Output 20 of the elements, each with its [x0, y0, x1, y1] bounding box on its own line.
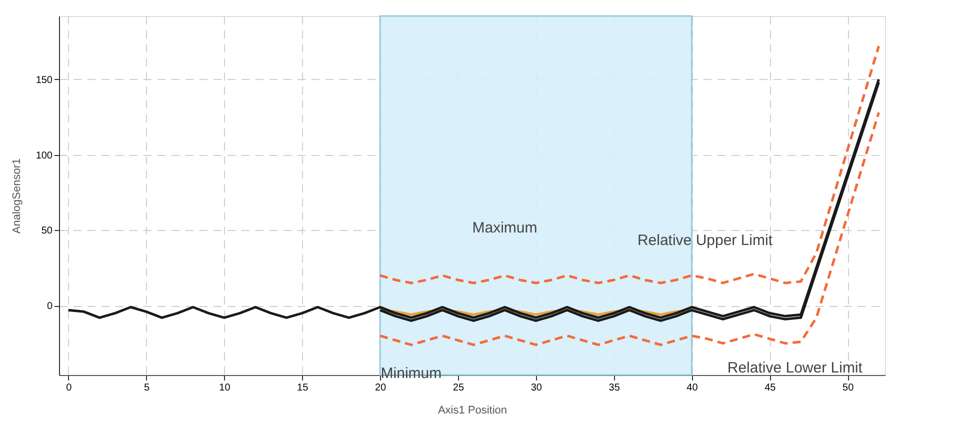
x-tick-label: 5	[144, 382, 150, 394]
x-tick-label: 20	[374, 382, 387, 394]
x-tick-label: 45	[764, 382, 776, 394]
x-tick-label: 25	[452, 382, 464, 394]
annotation: Maximum	[472, 219, 538, 236]
y-tick-label: 50	[41, 226, 53, 237]
y-tick-label: 150	[36, 74, 53, 86]
y-axis-title: AnalogSensor1	[10, 158, 23, 234]
x-tick-label: 10	[219, 382, 231, 394]
x-tick-label: 50	[842, 382, 854, 394]
x-tick-label: 30	[530, 382, 542, 394]
x-tick-label: 40	[686, 382, 698, 394]
x-tick-label: 35	[608, 382, 620, 394]
annotation: Relative Lower Limit	[727, 359, 864, 376]
y-tick-label: 0	[46, 301, 53, 312]
x-tick-label: 15	[297, 382, 309, 394]
x-tick-label: 0	[66, 382, 72, 394]
y-tick-label: 100	[36, 150, 53, 162]
annotation: Relative Upper Limit	[637, 232, 774, 249]
x-axis-title: Axis1 Position	[438, 404, 508, 416]
